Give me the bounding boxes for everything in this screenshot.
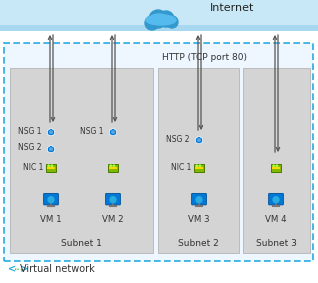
Ellipse shape xyxy=(146,15,176,25)
Circle shape xyxy=(196,197,202,203)
FancyBboxPatch shape xyxy=(271,164,281,172)
Circle shape xyxy=(48,165,50,166)
Circle shape xyxy=(273,197,279,203)
Polygon shape xyxy=(49,130,53,134)
Bar xyxy=(195,167,198,169)
Circle shape xyxy=(199,165,201,166)
Text: NSG 1: NSG 1 xyxy=(17,127,41,136)
FancyBboxPatch shape xyxy=(243,68,310,253)
Text: Virtual network: Virtual network xyxy=(20,264,94,274)
Circle shape xyxy=(110,197,116,203)
Text: VM 1: VM 1 xyxy=(40,215,62,224)
Text: NIC 1: NIC 1 xyxy=(23,162,43,171)
Text: NSG 1: NSG 1 xyxy=(80,127,103,136)
Bar xyxy=(199,167,203,169)
Circle shape xyxy=(273,165,274,166)
Polygon shape xyxy=(47,128,54,136)
Polygon shape xyxy=(196,136,203,144)
Text: NSG 2: NSG 2 xyxy=(165,134,189,143)
Text: Internet: Internet xyxy=(210,3,254,13)
FancyBboxPatch shape xyxy=(194,164,204,172)
Text: NIC 1: NIC 1 xyxy=(171,162,191,171)
Circle shape xyxy=(276,165,278,166)
Text: VM 2: VM 2 xyxy=(102,215,124,224)
Circle shape xyxy=(166,16,178,28)
FancyBboxPatch shape xyxy=(192,193,206,205)
Text: NSG 2: NSG 2 xyxy=(17,143,41,153)
Bar xyxy=(47,167,51,169)
Bar xyxy=(52,167,55,169)
Text: >: > xyxy=(20,264,28,274)
FancyBboxPatch shape xyxy=(44,193,59,205)
Text: <: < xyxy=(8,264,16,274)
FancyBboxPatch shape xyxy=(108,164,118,172)
Bar xyxy=(0,0,318,25)
Circle shape xyxy=(48,197,54,203)
Bar xyxy=(114,167,117,169)
Text: VM 4: VM 4 xyxy=(265,215,287,224)
Polygon shape xyxy=(109,128,116,136)
Bar xyxy=(273,167,276,169)
FancyBboxPatch shape xyxy=(158,68,239,253)
FancyBboxPatch shape xyxy=(46,164,56,172)
FancyBboxPatch shape xyxy=(10,68,153,253)
FancyBboxPatch shape xyxy=(269,193,283,205)
Polygon shape xyxy=(49,147,53,151)
Circle shape xyxy=(51,165,52,166)
Bar xyxy=(0,25,318,31)
Polygon shape xyxy=(47,145,54,153)
Text: Subnet 3: Subnet 3 xyxy=(256,239,297,248)
Circle shape xyxy=(113,165,114,166)
FancyBboxPatch shape xyxy=(106,193,121,205)
Circle shape xyxy=(158,11,174,27)
Circle shape xyxy=(196,165,197,166)
Text: HTTP (TCP port 80): HTTP (TCP port 80) xyxy=(162,53,247,63)
Circle shape xyxy=(110,165,112,166)
Text: Subnet 2: Subnet 2 xyxy=(178,239,219,248)
Text: Subnet 1: Subnet 1 xyxy=(61,239,102,248)
Bar xyxy=(276,167,280,169)
FancyBboxPatch shape xyxy=(4,43,313,261)
Polygon shape xyxy=(197,138,201,142)
Text: •••: ••• xyxy=(13,267,23,271)
Text: VM 3: VM 3 xyxy=(188,215,210,224)
Circle shape xyxy=(145,16,159,30)
Bar xyxy=(109,167,113,169)
Polygon shape xyxy=(111,130,115,134)
Circle shape xyxy=(149,10,167,28)
Ellipse shape xyxy=(150,14,168,22)
